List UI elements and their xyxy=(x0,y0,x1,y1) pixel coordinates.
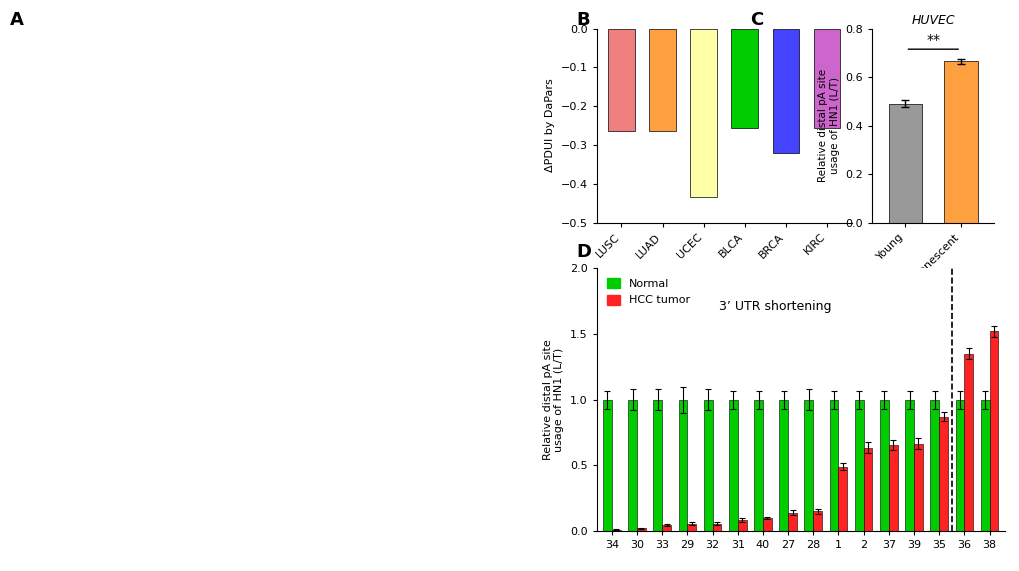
Y-axis label: ΔPDUI by DaPars: ΔPDUI by DaPars xyxy=(544,79,554,172)
Bar xyxy=(980,400,988,531)
Bar xyxy=(963,353,972,531)
Bar xyxy=(762,518,771,531)
Bar xyxy=(804,400,812,531)
Bar xyxy=(938,417,947,531)
Bar xyxy=(913,444,922,531)
Bar xyxy=(611,530,620,531)
Bar xyxy=(863,448,871,531)
Bar xyxy=(678,400,687,531)
Bar xyxy=(637,528,645,531)
Bar xyxy=(888,445,897,531)
Bar xyxy=(729,400,737,531)
Legend: Normal, HCC tumor: Normal, HCC tumor xyxy=(601,274,694,310)
Bar xyxy=(944,61,977,223)
Bar xyxy=(753,400,762,531)
Bar xyxy=(731,29,757,127)
Bar xyxy=(788,513,796,531)
Text: B: B xyxy=(576,11,589,30)
Bar xyxy=(687,524,696,531)
Bar xyxy=(888,104,921,223)
Bar xyxy=(929,400,938,531)
Bar xyxy=(737,520,746,531)
Text: D: D xyxy=(576,243,591,261)
Bar xyxy=(988,331,998,531)
Bar xyxy=(653,400,661,531)
Y-axis label: Relative distal pA site
usage of HN1 (L/T): Relative distal pA site usage of HN1 (L/… xyxy=(817,69,839,182)
Bar xyxy=(904,400,913,531)
Bar xyxy=(779,400,788,531)
Bar xyxy=(854,400,863,531)
Text: **: ** xyxy=(925,33,940,47)
Bar xyxy=(879,400,888,531)
Bar xyxy=(828,400,838,531)
Bar xyxy=(690,29,716,198)
Text: C: C xyxy=(749,11,762,30)
Bar xyxy=(607,29,634,131)
Bar xyxy=(838,467,847,531)
Text: 3’ UTR shortening: 3’ UTR shortening xyxy=(718,300,830,313)
Y-axis label: Relative distal pA site
usage of HN1 (L/T): Relative distal pA site usage of HN1 (L/… xyxy=(542,339,564,460)
Bar xyxy=(661,525,671,531)
Bar xyxy=(712,524,720,531)
Bar xyxy=(703,400,712,531)
Bar xyxy=(812,512,821,531)
Text: A: A xyxy=(10,11,24,30)
Bar xyxy=(648,29,676,131)
Bar xyxy=(771,29,799,153)
Bar xyxy=(602,400,611,531)
Bar xyxy=(628,400,637,531)
Bar xyxy=(813,29,840,127)
Title: HUVEC: HUVEC xyxy=(911,14,954,27)
Bar xyxy=(955,400,963,531)
